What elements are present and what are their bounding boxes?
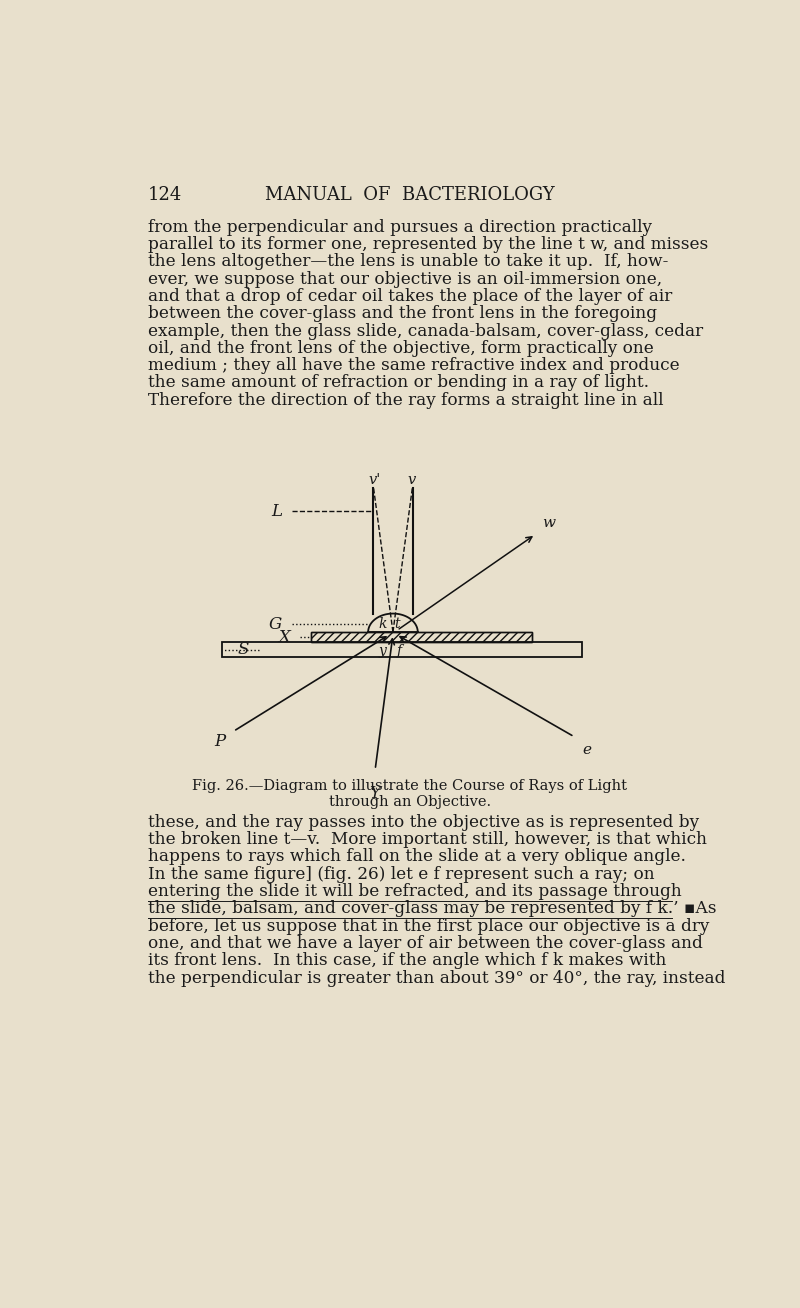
Text: oil, and the front lens of the objective, form practically one: oil, and the front lens of the objective… [148, 340, 654, 357]
Text: y: y [378, 644, 386, 658]
Text: through an Objective.: through an Objective. [329, 794, 491, 808]
Text: medium ; they all have the same refractive index and produce: medium ; they all have the same refracti… [148, 357, 680, 374]
Text: In the same figure] (fig. 26) let e f represent such a ray; on: In the same figure] (fig. 26) let e f re… [148, 866, 654, 883]
Text: v': v' [368, 472, 381, 487]
Text: L: L [271, 502, 282, 519]
Text: the perpendicular is greater than about 39° or 40°, the ray, instead: the perpendicular is greater than about … [148, 969, 726, 986]
Text: S: S [238, 641, 249, 658]
Text: X: X [278, 629, 290, 646]
Text: e: e [582, 743, 591, 757]
Text: its front lens.  In this case, if the angle which f k makes with: its front lens. In this case, if the ang… [148, 952, 666, 969]
Text: P: P [214, 732, 226, 749]
Text: happens to rays which fall on the slide at a very oblique angle.: happens to rays which fall on the slide … [148, 849, 686, 866]
Text: from the perpendicular and pursues a direction practically: from the perpendicular and pursues a dir… [148, 218, 652, 235]
Text: before, let us suppose that in the first place our objective is a dry: before, let us suppose that in the first… [148, 918, 710, 935]
Text: t: t [394, 617, 400, 632]
Text: ever, we suppose that our objective is an oil-immersion one,: ever, we suppose that our objective is a… [148, 271, 662, 288]
Text: 124: 124 [148, 186, 182, 204]
Text: these, and the ray passes into the objective as is represented by: these, and the ray passes into the objec… [148, 814, 699, 831]
Text: the same amount of refraction or bending in a ray of light.: the same amount of refraction or bending… [148, 374, 649, 391]
Text: k: k [378, 617, 387, 632]
Bar [310, 632, 533, 642]
Text: G: G [269, 616, 282, 633]
Text: one, and that we have a layer of air between the cover-glass and: one, and that we have a layer of air bet… [148, 935, 703, 952]
Text: f: f [397, 644, 402, 658]
Text: example, then the glass slide, canada-balsam, cover-glass, cedar: example, then the glass slide, canada-ba… [148, 323, 703, 340]
Text: w: w [542, 515, 554, 530]
Text: MANUAL  OF  BACTERIOLOGY: MANUAL OF BACTERIOLOGY [265, 186, 555, 204]
Text: between the cover-glass and the front lens in the foregoing: between the cover-glass and the front le… [148, 305, 657, 322]
Text: Fig. 26.—Diagram to illustrate the Course of Rays of Light: Fig. 26.—Diagram to illustrate the Cours… [193, 780, 627, 793]
Bar [222, 642, 582, 658]
Text: the slide, balsam, and cover-glass may be represented by f k.’ ▪As: the slide, balsam, and cover-glass may b… [148, 900, 717, 917]
Text: entering the slide it will be refracted, and its passage through: entering the slide it will be refracted,… [148, 883, 682, 900]
Text: and that a drop of cedar oil takes the place of the layer of air: and that a drop of cedar oil takes the p… [148, 288, 672, 305]
Text: the lens altogether—the lens is unable to take it up.  If, how-: the lens altogether—the lens is unable t… [148, 254, 669, 271]
Text: Therefore the direction of the ray forms a straight line in all: Therefore the direction of the ray forms… [148, 392, 663, 409]
Text: Y: Y [370, 785, 381, 802]
Text: parallel to its former one, represented by the line t w, and misses: parallel to its former one, represented … [148, 235, 708, 252]
Text: the broken line t—v.  More important still, however, is that which: the broken line t—v. More important stil… [148, 831, 707, 848]
Text: v: v [407, 472, 416, 487]
Bar [310, 632, 533, 642]
